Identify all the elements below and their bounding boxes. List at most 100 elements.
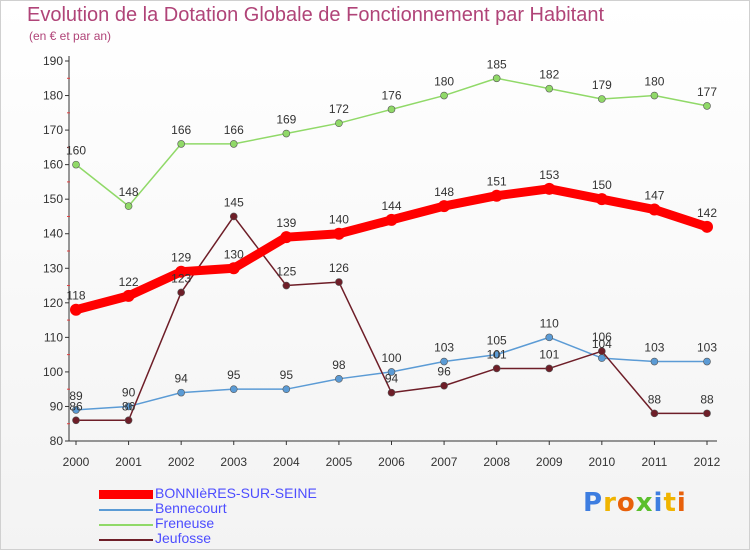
- x-tick-label: 2005: [326, 455, 353, 469]
- logo-letter: i: [676, 488, 687, 518]
- logo-letter: i: [653, 488, 664, 518]
- legend-swatch-jeufosse: [99, 539, 153, 541]
- point-freneuse-2001: [124, 202, 133, 210]
- point-freneuse-2006: [387, 105, 396, 114]
- data-label-freneuse-2002: 166: [171, 123, 191, 137]
- x-tick-label: 2003: [220, 455, 247, 469]
- data-label-jeufosse-2003: 145: [224, 195, 244, 209]
- y-tick-label: 150: [43, 192, 63, 206]
- y-tick-label: 110: [44, 330, 63, 344]
- x-tick-label: 2007: [431, 455, 458, 469]
- point-jeufosse-2011: [650, 409, 659, 418]
- point-bonni-res-sur-seine-2005: [332, 227, 345, 240]
- y-tick-label: 160: [43, 158, 63, 172]
- point-bennecourt-2006: [387, 368, 396, 376]
- point-jeufosse-2008: [492, 364, 501, 373]
- point-jeufosse-2002: [177, 288, 185, 297]
- point-freneuse-2008: [492, 74, 501, 83]
- data-label-freneuse-2008: 185: [487, 57, 507, 71]
- data-label-bennecourt-2010: 104: [592, 337, 612, 351]
- data-label-bennecourt-2001: 90: [122, 385, 136, 399]
- data-label-bonni-res-sur-seine-2004: 139: [276, 216, 296, 230]
- point-jeufosse-2009: [545, 364, 554, 373]
- data-label-jeufosse-2002: 123: [171, 271, 191, 285]
- data-label-freneuse-2006: 176: [381, 88, 401, 102]
- point-jeufosse-2003: [229, 212, 238, 221]
- data-label-jeufosse-2007: 96: [437, 365, 451, 379]
- data-label-freneuse-2012: 177: [697, 85, 717, 99]
- point-bennecourt-2000: [72, 406, 80, 414]
- x-tick-label: 2002: [168, 455, 195, 469]
- point-bonni-res-sur-seine-2000: [70, 303, 82, 316]
- data-label-freneuse-2003: 166: [224, 123, 244, 137]
- data-label-bennecourt-2000: 89: [69, 389, 83, 403]
- point-bennecourt-2001: [124, 402, 133, 411]
- data-label-jeufosse-2011: 88: [648, 392, 662, 406]
- data-label-bonni-res-sur-seine-2000: 118: [66, 289, 85, 303]
- data-label-bonni-res-sur-seine-2003: 130: [224, 247, 244, 261]
- point-jeufosse-2000: [72, 416, 80, 425]
- data-label-jeufosse-2004: 125: [276, 265, 296, 279]
- data-label-bonni-res-sur-seine-2002: 129: [171, 251, 191, 265]
- logo-letter: o: [616, 488, 636, 518]
- data-label-jeufosse-2008: 101: [487, 347, 507, 361]
- point-jeufosse-2010: [598, 347, 606, 355]
- point-bonni-res-sur-seine-2006: [385, 213, 398, 226]
- data-label-jeufosse-2006: 94: [385, 372, 399, 386]
- data-label-bennecourt-2004: 95: [280, 368, 294, 382]
- data-label-freneuse-2001: 148: [119, 185, 139, 199]
- point-jeufosse-2006: [387, 388, 396, 397]
- point-freneuse-2007: [440, 91, 448, 100]
- x-tick-label: 2001: [115, 455, 142, 469]
- x-tick-label: 2012: [694, 455, 721, 469]
- point-bonni-res-sur-seine-2011: [648, 203, 661, 216]
- y-tick-label: 130: [43, 261, 63, 275]
- data-label-bennecourt-2005: 98: [332, 358, 346, 372]
- point-bennecourt-2004: [282, 385, 291, 393]
- legend-label-bonni-res-sur-seine: BONNIèRES-SUR-SEINE: [155, 485, 317, 501]
- point-bonni-res-sur-seine-2009: [543, 182, 556, 195]
- point-jeufosse-2001: [124, 416, 133, 425]
- data-label-bennecourt-2008: 105: [487, 334, 507, 348]
- point-freneuse-2002: [177, 140, 185, 148]
- chart-subtitle: (en € et par an): [29, 29, 112, 43]
- data-label-freneuse-2007: 180: [434, 75, 454, 89]
- point-bennecourt-2002: [177, 388, 185, 397]
- logo-letter: t: [663, 488, 677, 518]
- point-jeufosse-2012: [703, 409, 711, 418]
- data-label-freneuse-2000: 160: [66, 144, 86, 158]
- point-bonni-res-sur-seine-2002: [175, 265, 188, 278]
- data-label-bonni-res-sur-seine-2005: 140: [329, 213, 349, 227]
- x-tick-label: 2010: [588, 455, 615, 469]
- x-tick-label: 2008: [483, 455, 510, 469]
- data-label-bennecourt-2011: 103: [644, 341, 664, 355]
- point-bonni-res-sur-seine-2007: [438, 200, 451, 213]
- data-label-freneuse-2005: 172: [329, 102, 349, 116]
- legend-swatch-freneuse: [99, 524, 153, 526]
- point-jeufosse-2007: [440, 381, 448, 390]
- data-label-jeufosse-2001: 86: [122, 399, 136, 413]
- data-label-bennecourt-2003: 95: [227, 368, 241, 382]
- point-freneuse-2000: [72, 160, 80, 169]
- data-label-bennecourt-2012: 103: [697, 341, 717, 355]
- chart-title: Evolution de la Dotation Globale de Fonc…: [27, 4, 605, 26]
- x-tick-label: 2004: [273, 455, 300, 469]
- x-tick-label: 2000: [63, 455, 90, 469]
- point-bonni-res-sur-seine-2008: [490, 189, 503, 202]
- y-tick-label: 180: [43, 89, 63, 103]
- x-tick-label: 2009: [536, 455, 563, 469]
- y-tick-label: 80: [50, 434, 64, 448]
- data-label-bonni-res-sur-seine-2011: 147: [644, 189, 664, 203]
- logo-letter: P: [583, 488, 604, 518]
- y-tick-label: 90: [50, 399, 64, 413]
- point-bennecourt-2012: [703, 357, 711, 366]
- point-bennecourt-2008: [492, 350, 501, 359]
- data-label-jeufosse-2009: 101: [539, 347, 559, 361]
- point-bennecourt-2003: [229, 385, 238, 393]
- legend-label-jeufosse: Jeufosse: [155, 530, 212, 546]
- point-bennecourt-2005: [335, 375, 343, 383]
- data-label-jeufosse-2010: 106: [592, 330, 612, 344]
- x-tick-label: 2006: [378, 455, 405, 469]
- data-labels-layer: 118 122 129 130 139 140 144 148 151 153 150 147 142 8…: [66, 57, 717, 413]
